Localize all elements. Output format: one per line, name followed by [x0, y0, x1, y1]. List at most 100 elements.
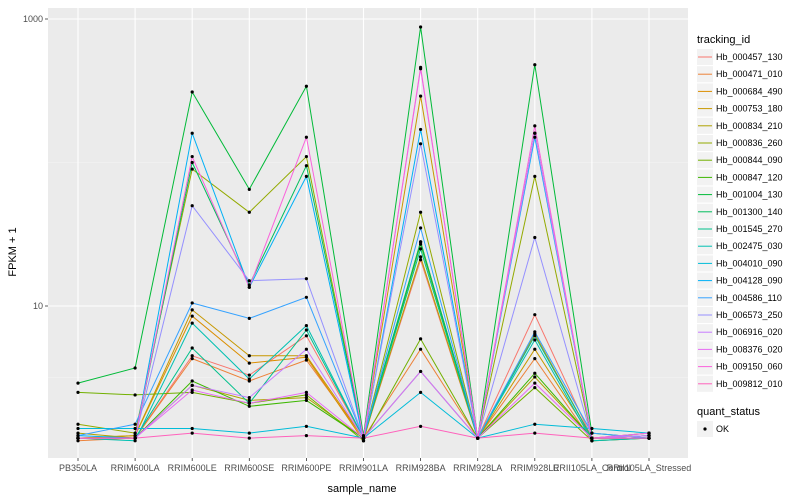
- data-point: [304, 135, 308, 139]
- x-tick-label: PB350LA: [59, 463, 97, 473]
- legend-label: Hb_002475_030: [716, 241, 783, 251]
- data-point: [190, 390, 194, 394]
- x-tick-label: RRIM901LA: [339, 463, 388, 473]
- legend-label: Hb_004586_110: [716, 293, 782, 303]
- data-point: [247, 210, 251, 214]
- data-point: [533, 131, 537, 135]
- data-point: [247, 283, 251, 287]
- legend-label: Hb_004128_090: [716, 276, 783, 286]
- series-points: [76, 25, 651, 443]
- data-point: [419, 242, 423, 246]
- legend-items: Hb_000457_130 Hb_000471_010 Hb_000684_490 H…: [697, 49, 783, 392]
- data-point: [419, 142, 423, 146]
- data-point: [533, 334, 537, 338]
- data-point: [419, 390, 423, 394]
- data-point: [190, 383, 194, 387]
- legend-label: Hb_000836_260: [716, 138, 783, 148]
- data-point: [76, 390, 80, 394]
- data-point: [304, 84, 308, 88]
- legend-label: Hb_000844_090: [716, 155, 783, 165]
- status-legend-marker: [703, 427, 707, 431]
- data-point: [304, 398, 308, 402]
- x-axis: PB350LA RRIM600LA RRIM600LE RRIM600SE RRIM60…: [59, 458, 691, 473]
- data-point: [190, 346, 194, 350]
- status-legend-label: OK: [716, 424, 729, 434]
- data-point: [419, 255, 423, 259]
- y-tick-label: 1000: [23, 14, 43, 24]
- data-point: [419, 210, 423, 214]
- data-point: [133, 422, 137, 426]
- data-point: [133, 431, 137, 435]
- data-point: [590, 439, 594, 443]
- data-point: [247, 354, 251, 358]
- data-point: [190, 301, 194, 305]
- data-point: [304, 328, 308, 332]
- data-point: [247, 395, 251, 400]
- data-point: [419, 424, 423, 428]
- data-point: [247, 279, 251, 283]
- data-point: [190, 431, 194, 435]
- data-point: [247, 361, 251, 365]
- legend: tracking_id Hb_000457_130Hb_000471_010Hb…: [697, 34, 783, 392]
- legend-label: Hb_006916_020: [716, 327, 783, 337]
- x-tick-label: RRIM928BA: [396, 463, 446, 473]
- data-point: [419, 258, 423, 262]
- legend-label: Hb_006573_250: [716, 310, 783, 320]
- data-point: [304, 277, 308, 281]
- data-point: [419, 65, 423, 69]
- data-point: [190, 426, 194, 431]
- data-point: [304, 334, 308, 338]
- data-point: [533, 235, 537, 240]
- legend-label: Hb_009812_010: [716, 379, 783, 389]
- grid-major: [48, 8, 688, 458]
- x-tick-label: RRIM928LA: [453, 463, 502, 473]
- data-point: [133, 439, 137, 443]
- y-tick-label: 10: [33, 301, 43, 311]
- data-point: [533, 431, 537, 435]
- data-point: [533, 347, 537, 351]
- x-axis-title: sample_name: [327, 483, 396, 495]
- data-point: [304, 395, 308, 400]
- x-tick-label: RRIM600SE: [224, 463, 274, 473]
- data-point: [304, 393, 308, 397]
- data-point: [133, 393, 137, 397]
- data-point: [304, 324, 308, 328]
- data-point: [190, 379, 194, 383]
- data-point: [419, 25, 423, 29]
- data-point: [190, 354, 194, 358]
- x-tick-label: RRIM600LA: [111, 463, 160, 473]
- x-tick-label: RRIM600LE: [168, 463, 217, 473]
- data-point: [247, 404, 251, 408]
- legend-label: Hb_009150_060: [716, 362, 783, 372]
- x-tick-label: RRIM928LE: [510, 463, 559, 473]
- legend-label: Hb_008376_020: [716, 344, 783, 354]
- data-point: [247, 401, 251, 405]
- data-point: [190, 314, 194, 318]
- data-point: [533, 63, 537, 67]
- status-legend: quant_status OK: [697, 406, 760, 437]
- legend-label: Hb_000834_210: [716, 121, 783, 131]
- data-point: [590, 431, 594, 435]
- data-point: [419, 240, 423, 244]
- data-point: [76, 433, 80, 438]
- data-point: [533, 330, 537, 334]
- data-point: [647, 433, 651, 438]
- data-point: [133, 433, 137, 438]
- data-point: [361, 433, 366, 438]
- data-point: [304, 424, 308, 428]
- data-point: [533, 375, 537, 379]
- data-point: [533, 371, 537, 375]
- data-point: [533, 313, 537, 317]
- data-point: [419, 369, 423, 374]
- legend-label: Hb_000753_180: [716, 104, 783, 114]
- data-point: [76, 431, 80, 435]
- status-legend-title: quant_status: [697, 406, 760, 418]
- data-point: [190, 388, 194, 392]
- data-point: [76, 422, 80, 426]
- legend-title: tracking_id: [697, 34, 750, 46]
- data-point: [247, 373, 251, 377]
- data-point: [533, 356, 537, 361]
- data-point: [247, 398, 251, 402]
- data-point: [533, 174, 537, 179]
